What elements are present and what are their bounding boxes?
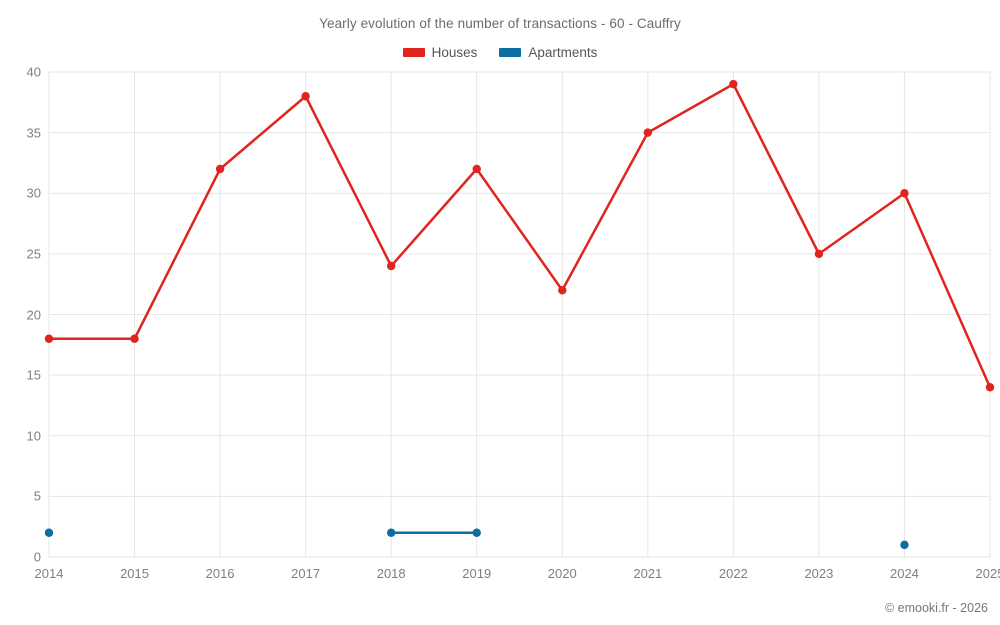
y-tick-label: 40 (26, 64, 41, 80)
y-tick-label: 30 (26, 185, 41, 201)
data-point[interactable] (215, 164, 225, 174)
data-point[interactable] (472, 528, 481, 537)
x-tick-label: 2017 (291, 566, 321, 581)
x-tick-label: 2016 (205, 566, 235, 581)
x-tick-label: 2015 (120, 566, 149, 581)
data-point[interactable] (985, 383, 995, 392)
series-houses (44, 79, 995, 392)
x-tick-label: 2014 (34, 566, 64, 581)
legend-label-houses: Houses (431, 45, 478, 60)
data-point[interactable] (900, 189, 909, 198)
series-line (47, 82, 992, 389)
x-tick-label: 2022 (718, 566, 748, 581)
legend-item-apartments[interactable]: Apartments (499, 46, 597, 60)
data-point[interactable] (130, 334, 139, 343)
y-tick-label: 5 (33, 488, 41, 504)
y-axis: 0 5 10 15 20 25 30 35 40 (0, 65, 41, 565)
data-point[interactable] (643, 128, 653, 137)
y-tick-label: 35 (26, 125, 41, 141)
data-point[interactable] (44, 334, 54, 343)
y-tick-label: 10 (26, 428, 41, 444)
plot-area (44, 71, 995, 558)
x-axis: 2014 2015 2016 2017 2018 2019 2020 2021 2022 2023… (35, 566, 1000, 588)
data-point[interactable] (814, 249, 824, 259)
legend-swatch-houses (402, 48, 425, 58)
data-point[interactable] (729, 79, 738, 89)
chart-title: Yearly evolution of the number of transa… (319, 16, 681, 31)
data-point[interactable] (472, 164, 481, 174)
x-tick-label: 2023 (804, 566, 834, 581)
legend-label-apartments: Apartments (528, 45, 598, 60)
chart-legend: Houses Apartments (0, 46, 1000, 60)
data-point[interactable] (301, 92, 310, 101)
series-apartments (44, 528, 909, 550)
y-tick-label: 0 (33, 549, 41, 565)
plot-svg (44, 71, 995, 558)
x-tick-label: 2019 (462, 566, 492, 581)
data-point[interactable] (558, 286, 567, 295)
y-tick-label: 20 (26, 307, 41, 322)
data-point[interactable] (44, 528, 54, 537)
chart-credit: © emooki.fr - 2026 (884, 601, 988, 615)
x-tick-label: 2020 (547, 566, 577, 581)
data-point[interactable] (900, 540, 909, 550)
data-point[interactable] (386, 261, 396, 271)
y-tick-label: 15 (26, 367, 41, 383)
legend-item-houses[interactable]: Houses (402, 45, 478, 60)
x-tick-label: 2024 (889, 566, 919, 581)
x-tick-label: 2018 (376, 566, 406, 581)
legend-swatch-apartments (499, 48, 522, 58)
x-tick-label: 2021 (633, 566, 663, 581)
data-point[interactable] (386, 528, 396, 537)
y-tick-label: 25 (26, 246, 41, 262)
